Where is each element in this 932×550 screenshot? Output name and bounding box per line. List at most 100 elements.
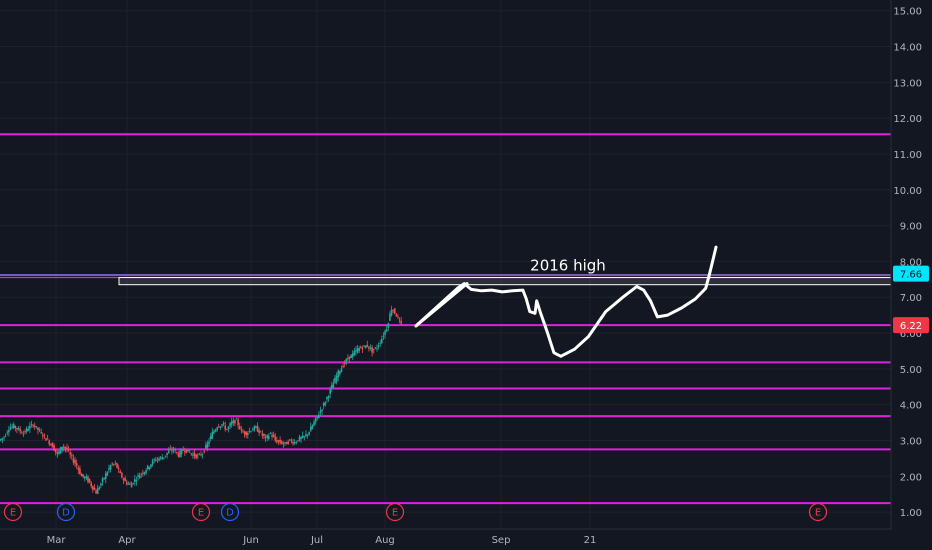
time-axis[interactable]: Mar Apr Jun Jul Aug Sep 21 [47,535,597,546]
candle-body [163,457,165,459]
x-tick-label: Apr [118,535,136,546]
candle-body [295,442,298,444]
candle-body [369,347,372,349]
candle-body [271,434,273,437]
candle-body [153,459,155,461]
candle-body [103,477,105,480]
candle-body [248,430,251,432]
candle-body [259,431,262,433]
candle-body [154,460,157,462]
candle-body [92,485,94,490]
candle-body [164,455,167,457]
candle-body [318,414,320,419]
candle-body [277,440,280,442]
candle-body [393,308,396,314]
projection-stroke[interactable] [414,282,469,328]
candle-body [366,344,369,347]
candle-body [334,377,336,384]
candle-body [20,432,23,434]
candle-body [127,483,130,485]
candle-body [377,345,380,347]
candle-body [177,453,180,457]
candle-body [305,434,307,437]
candle-body [287,441,289,444]
event-marker-circle [3,502,23,522]
price-series [0,305,402,495]
candle-body [284,442,286,443]
event-marker-circle [56,502,76,522]
candle-body [11,426,13,428]
candle-body [200,454,202,456]
candle-body [245,431,248,436]
candle-body [172,448,175,450]
candle-body [54,448,57,453]
candle-body [361,348,364,350]
candle-body [272,434,275,438]
candle-body [234,419,236,424]
projection-drawing[interactable] [414,245,718,358]
candle-body [4,435,7,437]
candle-body [88,478,91,483]
candle-body [387,323,390,328]
x-tick-label: 21 [584,535,597,546]
candle-body [46,438,49,440]
candle-body [30,424,33,425]
event-marker-circle [191,502,211,522]
y-tick-label: 11.00 [893,150,922,161]
candle-body [27,429,30,431]
candle-body [75,463,78,466]
event-marker-label: D [226,508,234,519]
candle-body [82,474,84,477]
projection-path[interactable] [414,245,718,358]
candle-body [167,450,170,454]
candle-body [114,462,117,464]
candle-body [40,432,42,434]
candle-body [308,432,310,435]
candle-body [190,453,193,455]
candle-body [98,487,101,490]
candle-body [43,434,46,436]
candle-body [129,483,131,485]
candle-body [6,432,9,434]
event-marker-label: E [10,508,16,519]
candle-body [389,313,391,321]
candle-body [243,431,246,435]
candle-body [121,472,123,478]
candle-body [397,316,399,318]
y-tick-label: 7.00 [900,293,922,304]
zone-rectangle[interactable] [118,277,892,286]
candle-body [145,470,147,473]
candle-body [143,472,146,475]
candle-body [41,435,44,437]
candle-body [50,444,52,445]
earnings-marker: E [385,502,405,522]
candle-body [374,347,377,349]
candle-body [17,428,20,430]
candle-body [276,440,278,443]
candle-body [205,444,207,449]
candle-body [255,426,257,428]
candle-body [398,319,401,321]
candle-body [269,433,272,434]
candle-body [345,359,348,363]
candle-body [264,436,267,438]
candle-body [313,421,315,426]
candle-body [395,314,398,317]
candle-body [14,425,17,429]
candle-body [12,424,15,429]
price-axis[interactable]: 1.00 2.00 3.00 4.00 5.00 6.00 7.00 8.00 9.00 10.0… [893,7,922,519]
candle-body [256,425,259,432]
candle-body [100,483,102,486]
candle-body [350,354,352,359]
candle-body [80,473,83,477]
y-tick-label: 5.00 [900,365,922,376]
candle-body [238,426,241,430]
candle-body [355,349,357,352]
candle-body [364,345,367,349]
candle-body [85,476,88,479]
event-marker-label: E [815,508,821,519]
candle-body [56,452,59,454]
grid [0,0,891,530]
candle-body [282,442,285,444]
